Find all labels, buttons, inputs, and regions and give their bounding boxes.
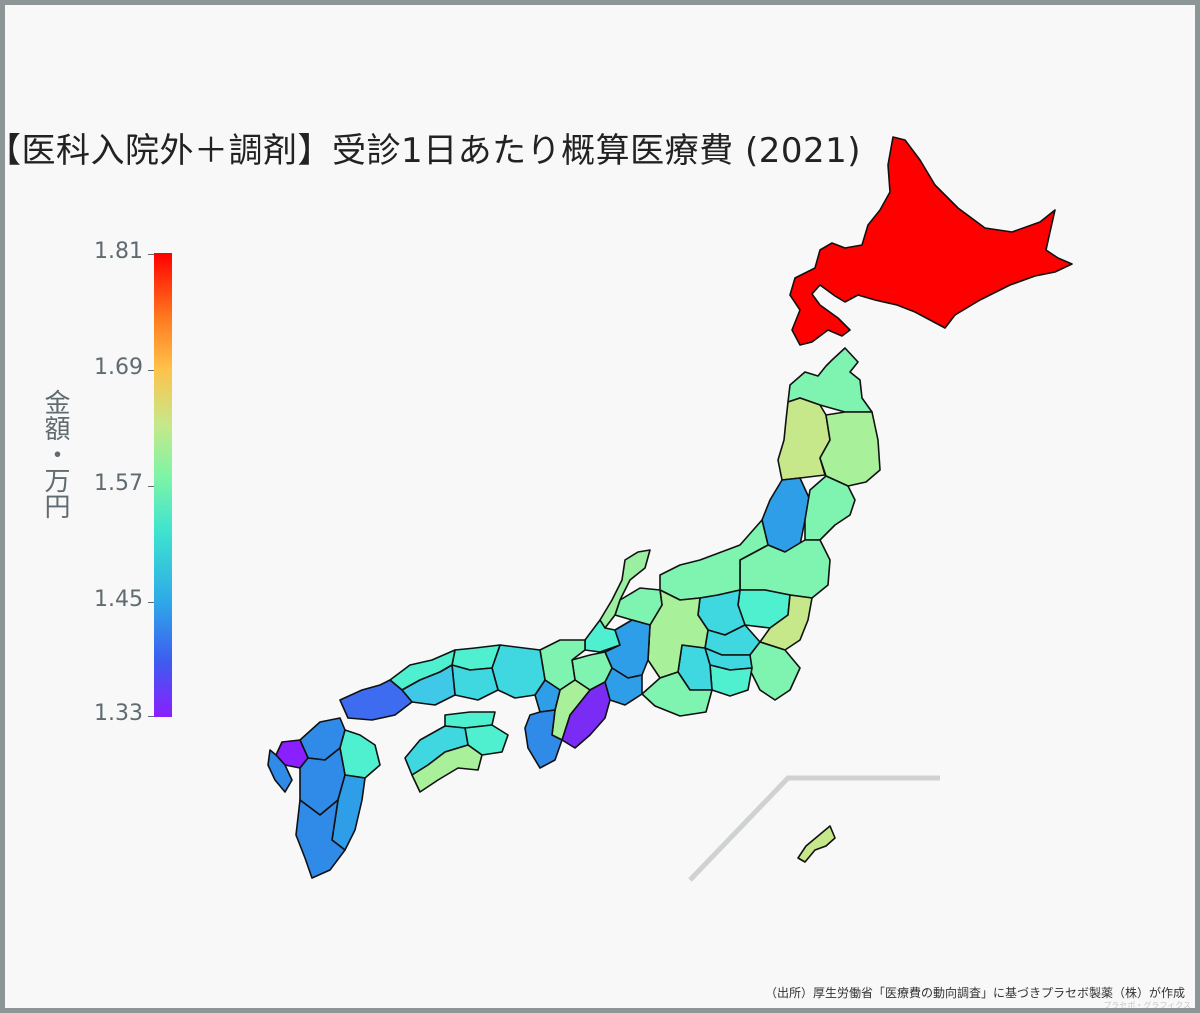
colorbar-tick-mark [148, 254, 154, 255]
colorbar-tick-mark [148, 716, 154, 717]
source-note: （出所）厚生労働省「医療費の動向調査」に基づきプラセボ製薬（株）が作成 [764, 986, 1185, 1000]
kochi [411, 744, 483, 793]
nagasaki [267, 749, 293, 793]
hyogo [491, 644, 546, 699]
kanagawa [709, 664, 753, 697]
okinawa [797, 825, 836, 863]
colorbar-tick-mark [148, 602, 154, 603]
colorbar-tick-label: 1.33 [94, 701, 143, 726]
yamaguchi [339, 679, 413, 721]
colorbar [154, 253, 172, 717]
ishikawa [599, 549, 651, 629]
oita [339, 729, 381, 779]
miyagi [804, 475, 856, 541]
colorbar-tick-label: 1.81 [94, 239, 143, 264]
colorbar-tick-label: 1.45 [94, 587, 143, 612]
colorbar-tick-mark [148, 370, 154, 371]
shizuoka [641, 671, 713, 717]
watermark: プラセボ・グラフィクス [1103, 1001, 1191, 1008]
toyama [614, 587, 663, 626]
hokkaido [789, 136, 1073, 346]
japan-choropleth-map [267, 136, 1073, 882]
colorbar-title: 金額・万円 [40, 389, 70, 519]
kagoshima [295, 799, 346, 879]
wakayama [524, 709, 563, 769]
chiba [749, 641, 801, 701]
colorbar-tick-mark [148, 486, 154, 487]
hiroshima [401, 664, 456, 706]
okayama [451, 664, 499, 701]
colorbar-tick-label: 1.69 [94, 355, 143, 380]
akita [777, 397, 831, 481]
iwate [819, 411, 881, 487]
inset-divider [688, 775, 940, 882]
map-figure: 【医科入院外＋調剤】受診1日あたり概算医療費 (2021) 金額・万円 1.81… [5, 5, 1195, 1008]
map-title: 【医科入院外＋調剤】受診1日あたり概算医療費 (2021) [5, 131, 861, 171]
colorbar-tick-label: 1.57 [94, 471, 143, 496]
aomori [787, 347, 873, 413]
